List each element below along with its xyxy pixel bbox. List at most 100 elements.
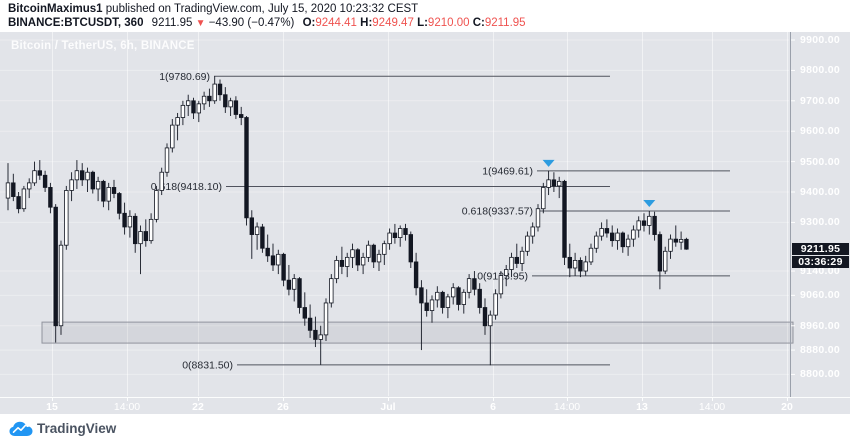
time-axis-tick [388,398,389,401]
candle [419,287,424,304]
open-label: O: [302,17,316,29]
candle [599,228,604,237]
candle [302,307,307,319]
time-axis[interactable]: 15 14:00 22 26 Jul 6 14:00 13 14:00 20 [0,397,850,414]
axis-borders [790,32,795,397]
candle [652,215,657,235]
candle [387,232,392,245]
candle [366,244,371,258]
candle [276,253,281,266]
candle [249,217,254,235]
grid-layer [0,32,789,396]
candle [546,179,551,188]
fib-level-label: 1(9780.69) [159,71,210,83]
time-axis-label: 20 [781,401,793,413]
candle [647,215,652,226]
candle [244,117,249,219]
price-axis-label: 9300.00 [800,216,841,229]
candle [620,232,625,248]
candle [466,278,472,293]
candle [265,247,270,257]
candle [472,278,477,290]
candle [334,259,339,280]
time-axis-label: 22 [192,401,204,413]
candle [48,187,53,208]
candle [371,244,376,263]
candle [456,287,461,305]
candle [519,250,525,264]
candle [588,247,594,263]
candle [217,83,223,96]
candle [228,100,233,108]
candle [615,232,620,242]
candle [16,196,21,210]
candle [80,170,85,181]
last-price-badge: 9211.95 [792,242,849,255]
candle [180,104,186,118]
candle [397,228,403,238]
tradingview-logo-icon[interactable] [9,421,33,437]
time-axis-tick [567,398,568,401]
candle [498,275,504,295]
short-markers[interactable] [542,159,656,207]
time-axis-label: 14:00 [113,401,141,413]
candle [684,238,689,250]
candle [223,94,228,108]
candle [58,244,64,327]
time-axis-label: 6 [490,401,496,413]
high-value: 9249.47 [372,17,414,29]
price-axis-label: 9140.00 [800,265,841,278]
fib-retracement-right[interactable]: 1(9469.61)0.618(9337.57)0(9123.95) [462,165,730,282]
time-axis-label: 26 [277,401,289,413]
candle [514,256,519,264]
time-axis-label: 13 [636,401,648,413]
candle [567,256,572,269]
price-chart-canvas[interactable]: 1(9780.69) 0.618(9418.10) 0(8831.50) 1(946… [0,32,850,397]
time-axis-tick [198,398,199,401]
candle [403,228,408,235]
price-axis-label: 8800.00 [800,368,841,381]
candle [551,179,557,187]
time-axis-tick [283,398,284,401]
price-axis-label: 9800.00 [800,64,841,77]
candle [291,278,297,290]
fib-level-label: 1(9469.61) [482,165,533,177]
footer-bar: TradingView [0,414,850,443]
candle [42,174,48,188]
candle [297,278,302,308]
candle [562,180,567,258]
candle [138,231,143,245]
support-zone-rect[interactable] [41,321,794,344]
chart-area[interactable]: Bitcoin / TetherUS, 6h, BINANCE 1(9780.6… [0,32,850,397]
candle [583,261,588,272]
price-axis-label: 9700.00 [800,94,841,107]
candle [32,170,37,184]
short-marker-triangle-down[interactable] [542,159,555,167]
candle [260,226,265,249]
tradingview-wordmark[interactable]: TradingView [37,421,117,436]
candle [477,288,482,308]
publish-info: published on TradingView.com, July 15, 2… [105,3,419,15]
candle [435,291,440,301]
short-marker-triangle-down[interactable] [643,199,656,207]
candle [270,255,276,266]
candle [678,239,684,243]
price-axis-label: 9500.00 [800,155,841,168]
candle [201,95,207,105]
candle [668,238,673,252]
down-triangle-icon: ▼ [195,18,206,29]
candle [488,314,493,327]
candle [286,279,292,290]
fib-level-label: 0.618(9337.57) [462,205,533,217]
candle [143,231,148,242]
candle [673,238,678,243]
support-rectangle[interactable] [41,321,794,344]
candle [170,124,175,149]
candle [557,180,562,187]
candle [445,296,451,308]
fib-retracement-left[interactable]: 1(9780.69) 0.618(9418.10) 0(8831.50) [151,71,610,372]
candle [122,212,127,228]
candle [111,187,117,194]
candle [355,249,360,266]
time-axis-label: 14:00 [698,401,726,413]
